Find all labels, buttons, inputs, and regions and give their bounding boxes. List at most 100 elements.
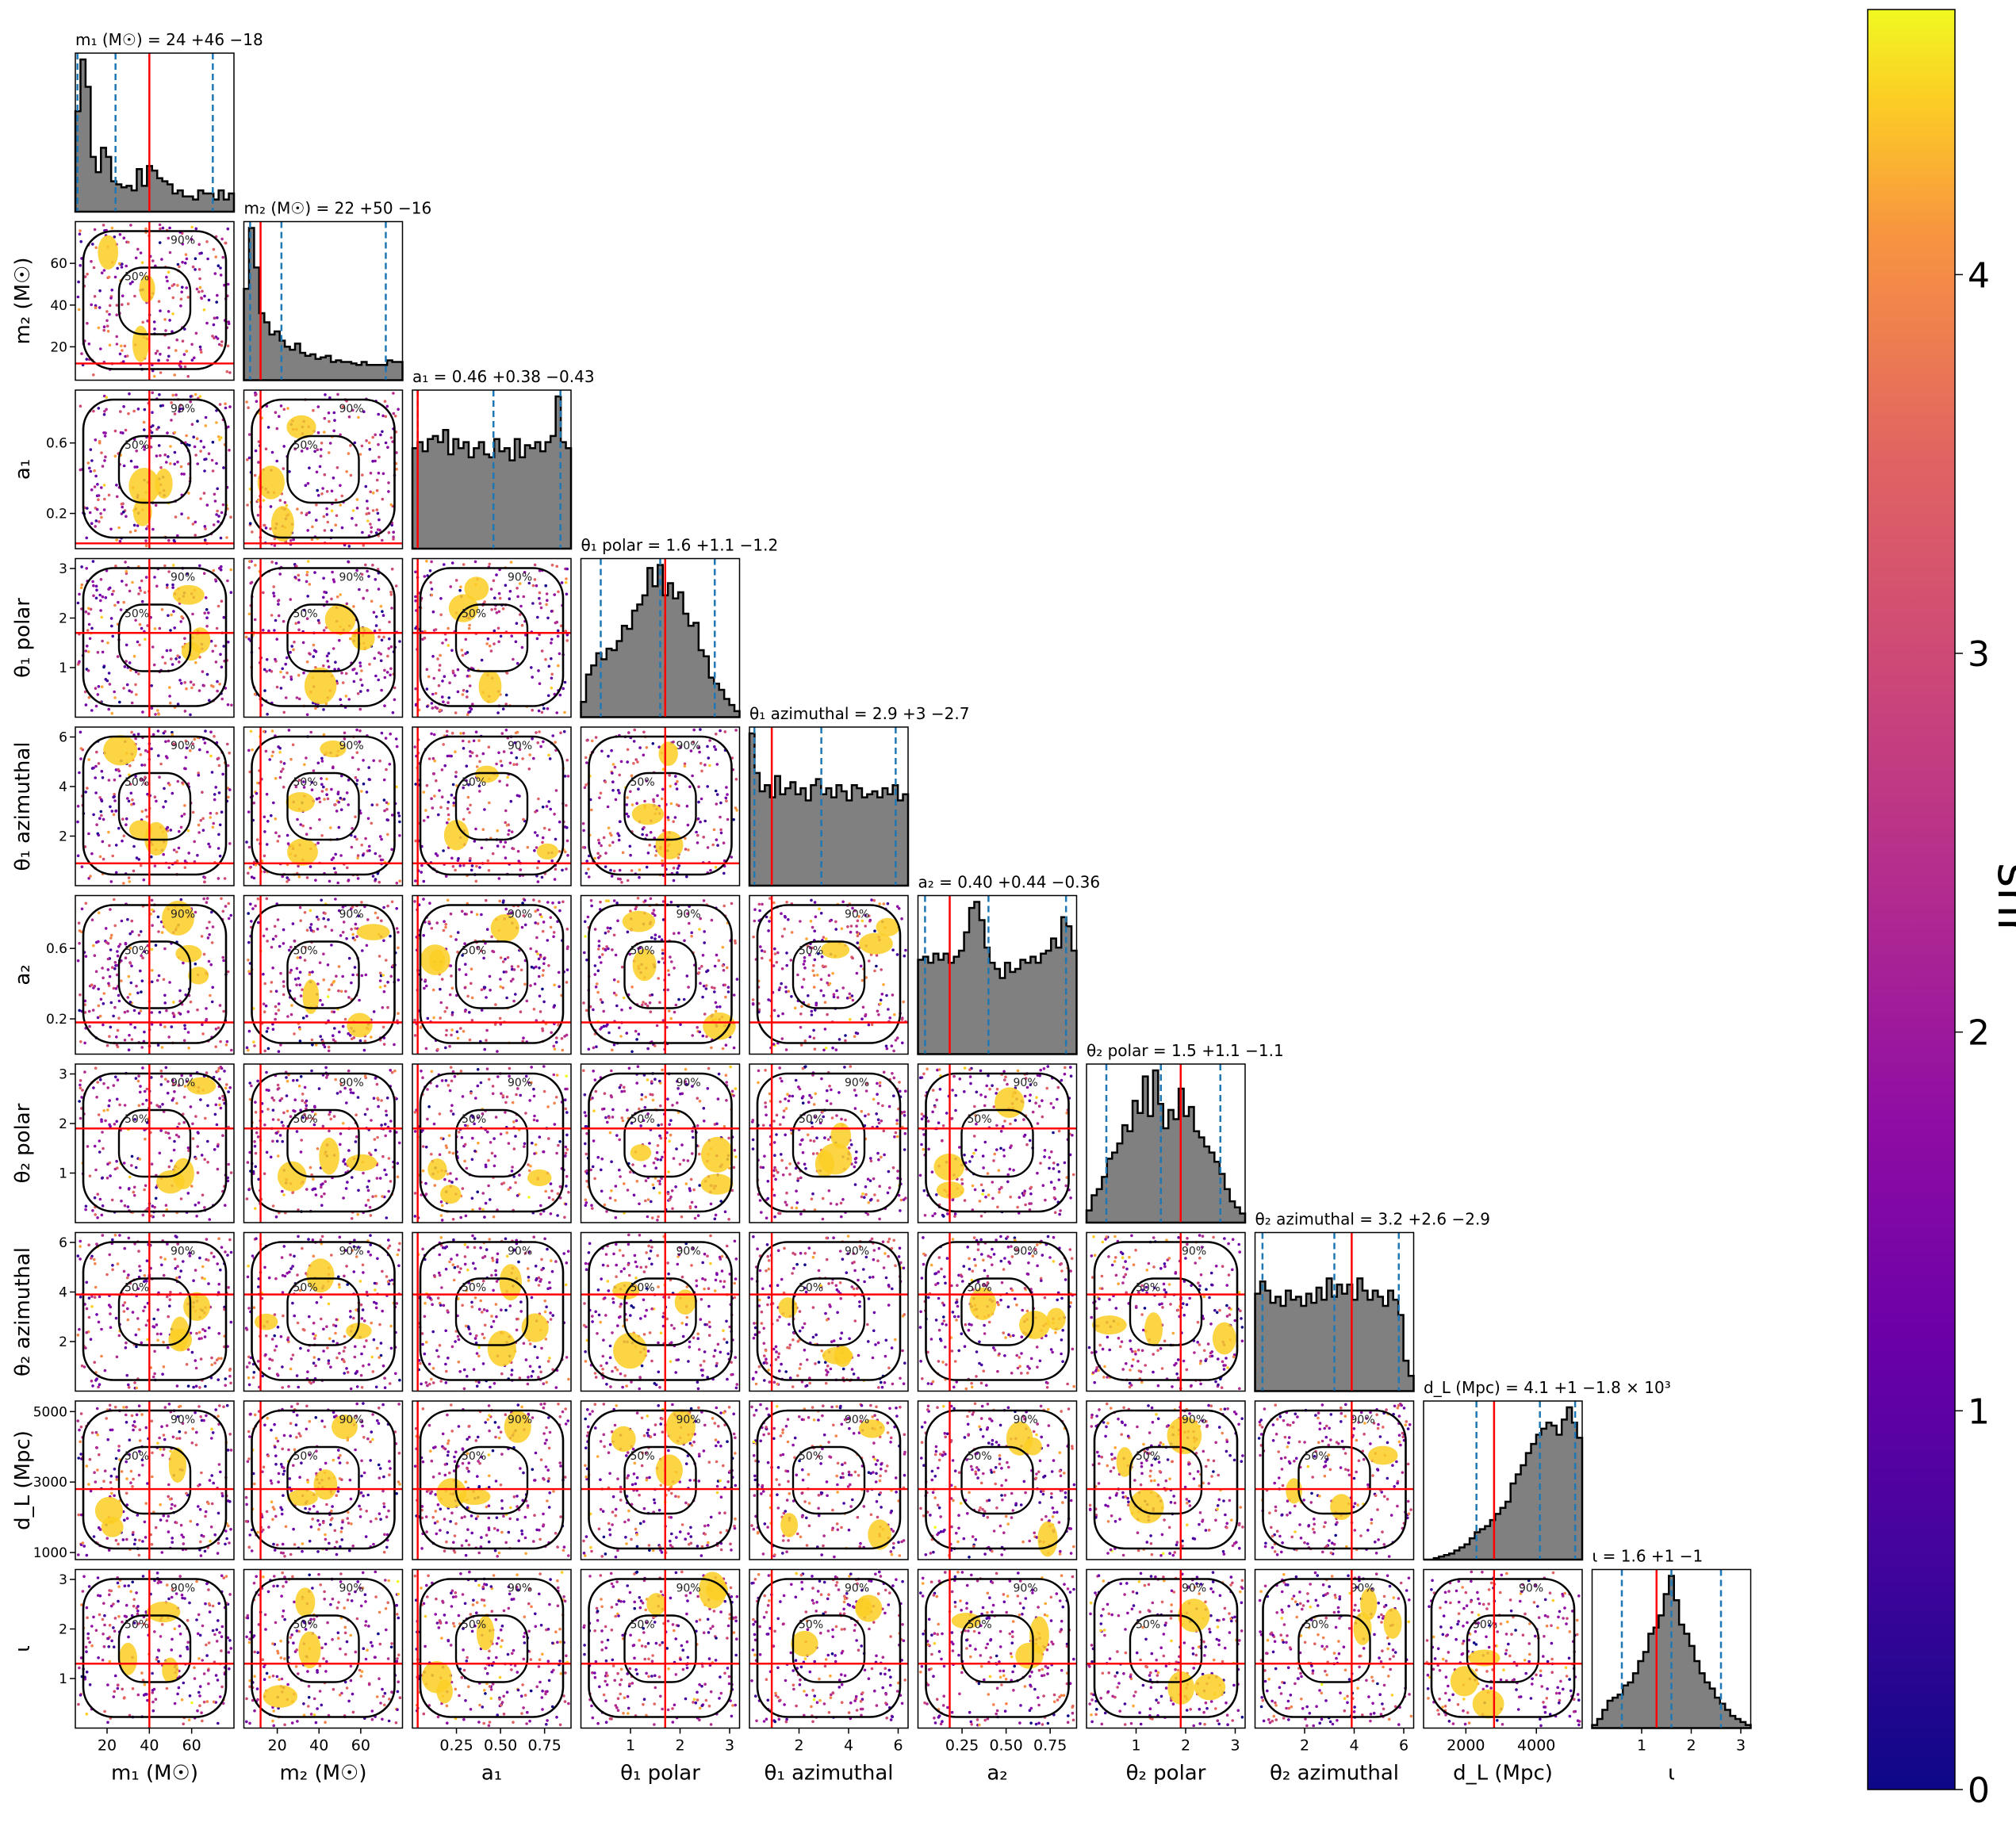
contour-50 (1466, 1614, 1540, 1683)
x-axis-label-theta2a: θ₂ azimuthal (1270, 1762, 1399, 1786)
scatter-points-a2-iota (919, 1571, 1075, 1727)
high-snr-cluster (780, 1513, 799, 1537)
contour-label-90: 90% (171, 1077, 195, 1089)
scatter-panel-a1-dL: 90% 50% (412, 1400, 572, 1560)
scatter-points-theta2a-iota (1258, 1571, 1413, 1728)
colorbar-tick-label: 2 (1968, 1013, 1990, 1054)
scatter-points-theta1p-dL (582, 1403, 738, 1559)
x-tick-label-a1: 0.25 (439, 1737, 473, 1755)
high-snr-cluster (128, 467, 160, 505)
high-snr-cluster (1116, 1447, 1133, 1477)
high-snr-cluster (646, 1593, 666, 1616)
contour-label-50: 50% (799, 1282, 823, 1295)
scatter-panel-theta2a-iota: 90% 50% 2 4 6θ₂ azimuthal (1254, 1568, 1415, 1786)
contour-label-90: 90% (171, 235, 195, 247)
high-snr-cluster (631, 803, 665, 825)
contour-90 (588, 735, 733, 876)
contour-50 (286, 1445, 360, 1515)
contour-50 (454, 1277, 529, 1346)
high-snr-cluster (858, 1419, 885, 1438)
contour-label-50: 50% (1473, 1619, 1497, 1632)
contour-50 (791, 1108, 866, 1178)
contour-90 (251, 904, 396, 1044)
contour-label-50: 50% (968, 1619, 992, 1632)
y-tick-label-iota: 1 (59, 1671, 67, 1687)
hist-title-dL: d_L (Mpc) = 4.1 +1 −1.8 × 10³ (1424, 1378, 1671, 1397)
contour-label-50: 50% (462, 776, 486, 789)
scatter-points-a1-a2 (413, 898, 569, 1053)
high-snr-cluster (632, 948, 657, 982)
high-snr-cluster (295, 1587, 316, 1617)
high-snr-cluster (1368, 1445, 1398, 1465)
scatter-panel-theta2p-dL: 90% 50% (1086, 1400, 1246, 1560)
high-snr-cluster (814, 1150, 834, 1178)
panel-frame (243, 220, 404, 381)
panel-frame (749, 726, 909, 886)
contour-50 (286, 434, 360, 504)
panel-frame (580, 557, 741, 718)
colorbar-ticks: 0 1 2 3 4 (1955, 255, 1990, 1811)
colorbar-label: snr (1987, 863, 2016, 937)
panel-frame (75, 894, 235, 1055)
contour-label-50: 50% (462, 608, 486, 621)
contour-90 (756, 1409, 902, 1550)
x-tick-label-iota: 3 (1736, 1737, 1746, 1755)
high-snr-cluster (951, 1612, 981, 1629)
scatter-panel-m2-theta2a: 90% 50% (243, 1231, 404, 1392)
y-axis-label-theta2p: θ₂ polar (11, 1103, 35, 1183)
scatter-points-m1-theta2p (78, 1065, 233, 1221)
high-snr-cluster (611, 1426, 636, 1453)
contour-50 (960, 1614, 1034, 1683)
scatter-points-m1-m2 (76, 223, 232, 378)
contour-label-50: 50% (630, 776, 655, 789)
scatter-panel-theta1a-theta2p: 90% 50% (749, 1063, 909, 1223)
x-tick-label-a2: 0.25 (945, 1737, 979, 1755)
x-tick-label-theta2p: 2 (1181, 1737, 1190, 1755)
x-tick-label-m2: 20 (268, 1737, 287, 1755)
contour-50 (623, 1445, 697, 1515)
high-snr-cluster (1178, 1598, 1210, 1633)
contour-90 (419, 735, 565, 876)
high-snr-cluster (1360, 1588, 1378, 1621)
scatter-panel-m1-theta1p: 90% 50% 1 2 3 θ₁ polar (11, 557, 235, 718)
x-tick-label-a2: 0.75 (1033, 1737, 1067, 1755)
scatter-panel-a1-theta2p: 90% 50% (412, 1063, 572, 1223)
high-snr-cluster (527, 1169, 552, 1187)
high-snr-cluster (324, 603, 356, 635)
contour-label-90: 90% (339, 1246, 364, 1258)
hist-title-theta2p: θ₂ polar = 1.5 +1.1 −1.1 (1087, 1041, 1284, 1060)
high-snr-cluster (703, 1012, 736, 1040)
scatter-panel-m2-theta1p: 90% 50% (243, 557, 404, 718)
contour-50 (791, 940, 866, 1009)
scatter-panel-theta1p-dL: 90% 50% (580, 1400, 741, 1560)
scatter-panel-theta2p-theta2a: 90% 50% (1086, 1231, 1246, 1392)
y-tick-label-theta1p: 2 (59, 611, 67, 627)
panel-frame (75, 557, 235, 718)
contour-50 (454, 771, 529, 841)
high-snr-cluster (98, 235, 119, 270)
scatter-points-m2-theta1a (245, 728, 402, 885)
panel-frame (917, 1400, 1078, 1560)
hist-title-theta1p: θ₁ polar = 1.6 +1.1 −1.2 (581, 536, 779, 555)
high-snr-cluster (139, 274, 155, 303)
contour-label-50: 50% (293, 945, 318, 958)
high-snr-cluster (146, 1601, 181, 1623)
contour-label-50: 50% (125, 439, 149, 452)
contour-90 (925, 1241, 1070, 1381)
contour-50 (623, 940, 697, 1009)
contour-90 (419, 1578, 565, 1718)
hist-title-m2: m₂ (M☉) = 22 +50 −16 (244, 199, 432, 218)
scatter-panel-m2-a1: 90% 50% (243, 389, 404, 549)
contour-label-50: 50% (293, 1113, 318, 1126)
contour-90 (756, 1072, 902, 1213)
high-snr-cluster (263, 1685, 298, 1708)
high-snr-cluster (1450, 1666, 1479, 1697)
high-snr-cluster (132, 325, 149, 362)
x-axis-label-dL: d_L (Mpc) (1453, 1762, 1553, 1786)
contour-label-50: 50% (968, 1113, 992, 1126)
y-axis-label-a2: a₂ (11, 964, 35, 985)
contour-50 (1129, 1614, 1203, 1683)
contour-50 (791, 1277, 866, 1346)
high-snr-cluster (306, 1258, 335, 1293)
hist-panel-iota: ι = 1.6 +1 −1 1 2 3 ι (1591, 1547, 1752, 1786)
